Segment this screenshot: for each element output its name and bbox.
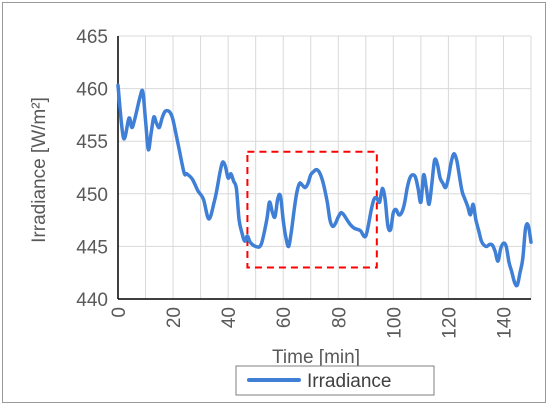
x-tick-label: 120 <box>439 307 460 339</box>
grid <box>117 35 532 300</box>
x-tick-label: 140 <box>494 307 515 339</box>
annotations <box>246 150 378 269</box>
y-tick-label: 440 <box>76 290 108 311</box>
y-tick-label: 460 <box>76 80 108 101</box>
x-tick-label: 20 <box>164 307 185 328</box>
highlight-box <box>246 150 378 269</box>
legend-label: Irradiance <box>307 371 392 392</box>
y-tick-label: 455 <box>76 132 108 153</box>
series-line-irradiance <box>116 83 533 288</box>
series <box>116 83 533 288</box>
y-axis-title: Irradiance [W/m²] <box>29 97 50 243</box>
y-tick-label: 445 <box>76 237 108 258</box>
legend: Irradiance <box>235 365 435 396</box>
irradiance-line-chart: 440 445 450 455 460 465 0 20 40 60 80 100 120 140 Tim… <box>29 27 533 396</box>
x-tick-label: 100 <box>384 307 405 339</box>
x-tick-label: 80 <box>329 307 350 328</box>
tick-labels: 440 445 450 455 460 465 0 20 40 60 80 100 120 140 <box>76 27 515 339</box>
x-tick-label: 60 <box>274 307 295 328</box>
chart-frame: 440 445 450 455 460 465 0 20 40 60 80 100 120 140 Tim… <box>2 2 546 403</box>
axes <box>117 36 531 300</box>
y-tick-label: 465 <box>76 27 108 48</box>
x-tick-label: 40 <box>219 307 240 328</box>
y-tick-label: 450 <box>76 185 108 206</box>
x-tick-label: 0 <box>109 307 130 318</box>
x-axis-title: Time [min] <box>272 347 360 368</box>
